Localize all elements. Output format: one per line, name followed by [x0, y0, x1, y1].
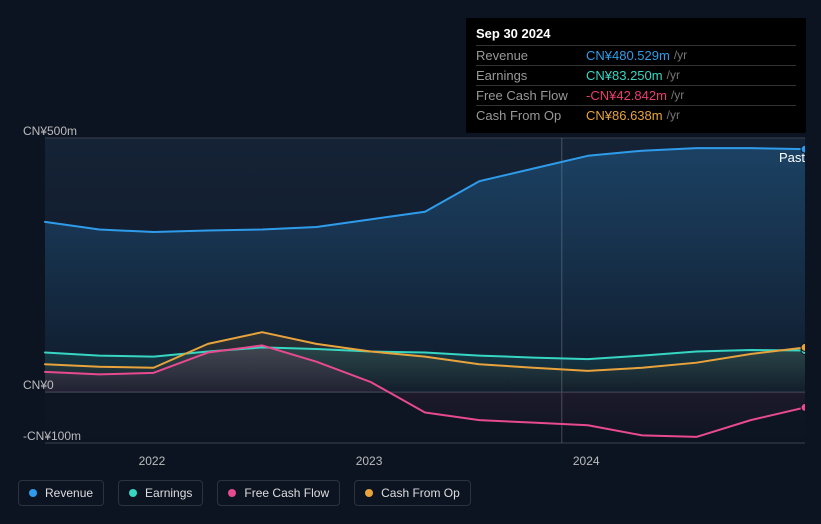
tooltip-suffix: /yr	[667, 68, 680, 83]
data-tooltip: Sep 30 2024 RevenueCN¥480.529m/yrEarning…	[466, 18, 806, 133]
tooltip-row: Free Cash Flow-CN¥42.842m/yr	[476, 85, 796, 105]
tooltip-row: EarningsCN¥83.250m/yr	[476, 65, 796, 85]
chart-area: Past CN¥500m CN¥0 -CN¥100m 2022 2023 2024	[15, 120, 805, 465]
tooltip-label: Earnings	[476, 68, 586, 83]
legend-item[interactable]: Cash From Op	[354, 480, 471, 506]
legend-label: Earnings	[145, 486, 192, 500]
legend-dot	[29, 489, 37, 497]
legend-item[interactable]: Earnings	[118, 480, 203, 506]
x-axis-label: 2022	[139, 454, 166, 468]
tooltip-label: Free Cash Flow	[476, 88, 586, 103]
legend-dot	[129, 489, 137, 497]
tooltip-row: RevenueCN¥480.529m/yr	[476, 45, 796, 65]
legend-dot	[365, 489, 373, 497]
y-axis-label: CN¥500m	[23, 124, 77, 138]
tooltip-value: CN¥480.529m	[586, 48, 670, 63]
tooltip-suffix: /yr	[671, 88, 684, 103]
legend: Revenue Earnings Free Cash Flow Cash From O…	[18, 480, 471, 506]
tooltip-value: CN¥83.250m	[586, 68, 663, 83]
legend-label: Cash From Op	[381, 486, 460, 500]
legend-item[interactable]: Free Cash Flow	[217, 480, 340, 506]
legend-label: Revenue	[45, 486, 93, 500]
y-axis-label: -CN¥100m	[23, 429, 81, 443]
y-axis-label: CN¥0	[23, 378, 54, 392]
x-axis-label: 2023	[356, 454, 383, 468]
tooltip-label: Revenue	[476, 48, 586, 63]
chart-svg	[15, 120, 805, 465]
past-label: Past	[779, 150, 805, 165]
x-axis-label: 2024	[573, 454, 600, 468]
tooltip-value: -CN¥42.842m	[586, 88, 667, 103]
legend-dot	[228, 489, 236, 497]
tooltip-suffix: /yr	[674, 48, 687, 63]
tooltip-date: Sep 30 2024	[476, 26, 796, 41]
legend-item[interactable]: Revenue	[18, 480, 104, 506]
legend-label: Free Cash Flow	[244, 486, 329, 500]
